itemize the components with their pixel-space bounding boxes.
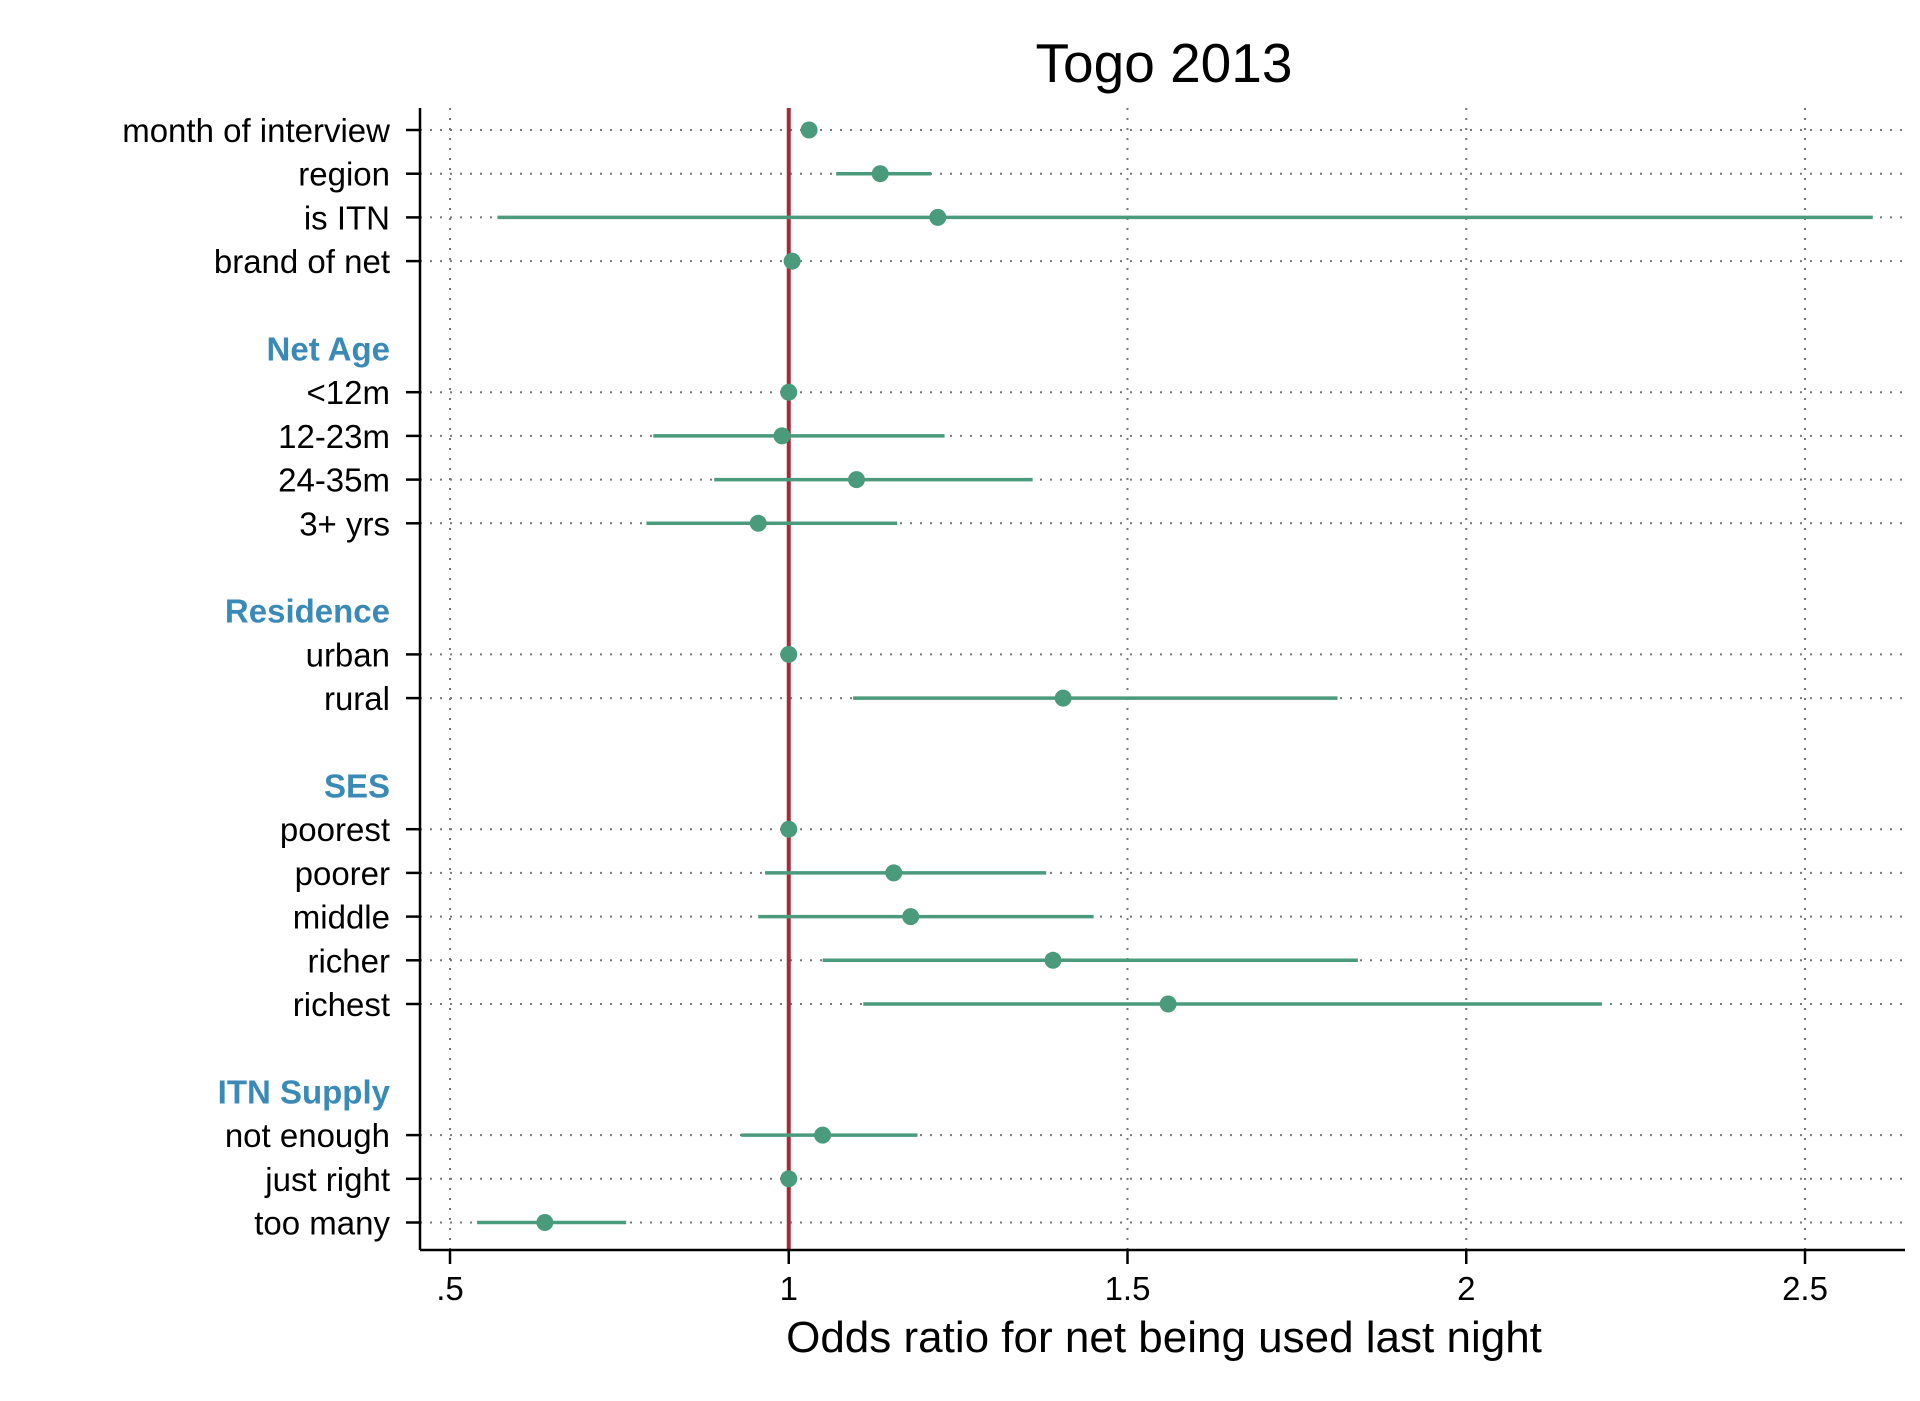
y-tick-label: 24-35m [278, 462, 390, 499]
y-tick-label: 3+ yrs [299, 505, 390, 542]
y-tick-label: too many [254, 1205, 390, 1242]
y-tick-label: middle [293, 899, 390, 936]
x-tick-label-2: 1.5 [1105, 1270, 1151, 1307]
y-tick-label: brand of net [214, 243, 390, 280]
x-tick-label-1: 1 [780, 1270, 798, 1307]
estimate-point [814, 1126, 832, 1144]
y-tick-label: not enough [225, 1117, 390, 1154]
estimate-point [780, 383, 798, 401]
y-tick-label: rural [324, 680, 390, 717]
x-axis-label: Odds ratio for net being used last night [786, 1313, 1542, 1362]
chart-title: Togo 2013 [1036, 32, 1293, 94]
estimate-point [749, 514, 767, 532]
y-tick-label: just right [264, 1161, 390, 1198]
estimate-point [780, 1170, 798, 1188]
estimate-point [800, 121, 818, 139]
y-tick-label: richer [307, 942, 390, 979]
axis-layer: .5 1 1.5 2 2.5 month of interview region is ITN… [122, 108, 1905, 1307]
estimate-point [1159, 995, 1177, 1013]
grid-layer [420, 108, 1905, 1250]
group-label: SES [324, 768, 390, 805]
estimate-point [773, 427, 791, 445]
estimate-point [871, 165, 889, 183]
y-tick-label: urban [306, 636, 390, 673]
y-tick-label: is ITN [304, 199, 390, 236]
y-tick-label: month of interview [122, 112, 390, 149]
y-tick-label: region [298, 156, 390, 193]
group-label: ITN Supply [218, 1073, 391, 1110]
y-tick-label: <12m [307, 374, 390, 411]
estimate-point [783, 252, 801, 270]
group-label: Residence [225, 593, 390, 630]
y-tick-label: 12-23m [278, 418, 390, 455]
y-tick-label: poorest [280, 811, 390, 848]
group-label: Net Age [267, 331, 390, 368]
x-tick-label-4: 2.5 [1782, 1270, 1828, 1307]
marks-layer [477, 121, 1873, 1231]
estimate-point [1044, 951, 1062, 969]
estimate-point [848, 471, 865, 489]
estimate-point [1054, 689, 1072, 707]
estimate-point [885, 864, 903, 882]
y-tick-label: poorer [295, 855, 390, 892]
estimate-point [902, 908, 920, 926]
x-tick-label-3: 2 [1457, 1270, 1475, 1307]
estimate-point [780, 820, 798, 838]
y-tick-label: richest [293, 986, 390, 1023]
estimate-point [536, 1214, 554, 1231]
estimate-point [929, 208, 947, 226]
x-tick-label-0: .5 [436, 1270, 464, 1307]
estimate-point [780, 645, 798, 663]
